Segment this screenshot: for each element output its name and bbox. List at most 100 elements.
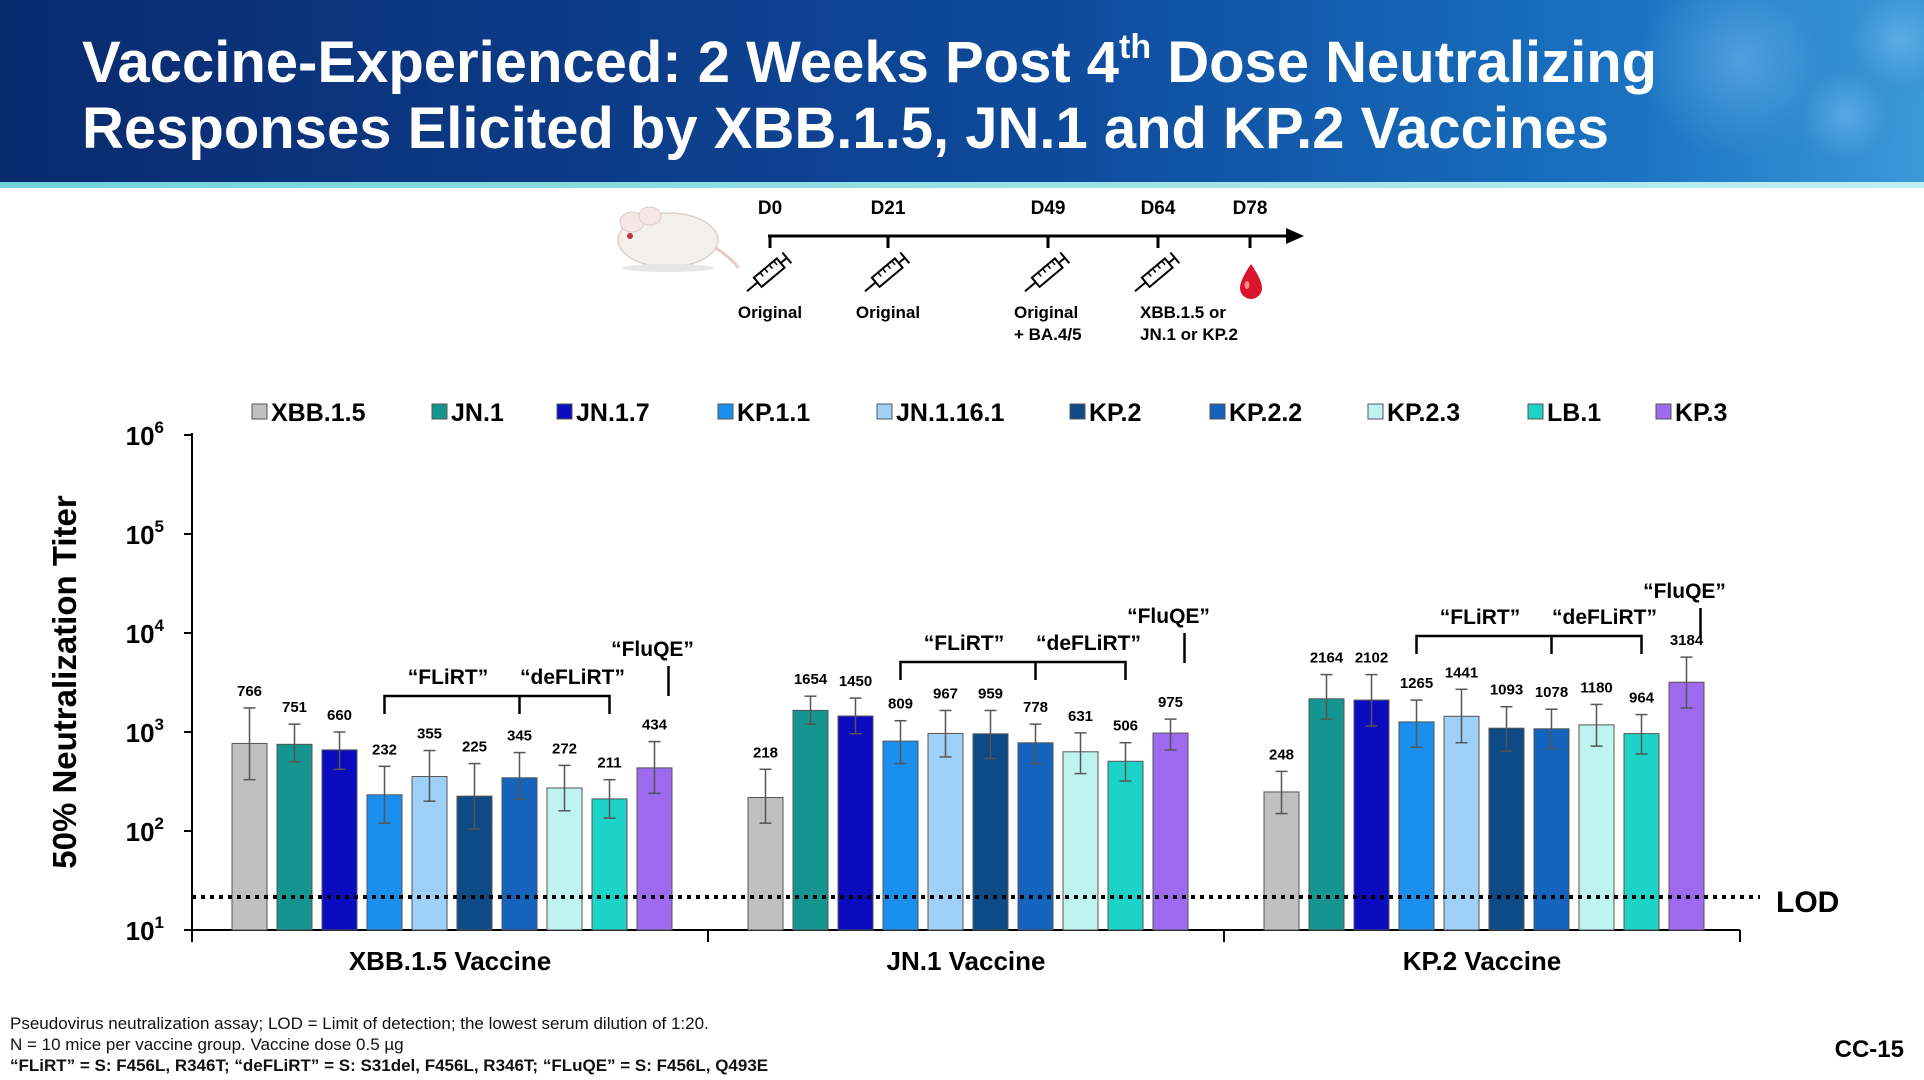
value-label: 809 [888, 696, 913, 713]
fluqe-label: “FluQE” [1643, 580, 1726, 603]
value-label: 2102 [1355, 650, 1388, 667]
legend-label: KP.2.2 [1229, 399, 1302, 427]
value-label: 975 [1158, 694, 1183, 711]
bar-jn-1-16-1 [411, 776, 448, 931]
deflirt-label: “deFLiRT” [1552, 606, 1657, 629]
bar-kp-3 [1152, 732, 1189, 931]
value-label: 211 [597, 755, 621, 772]
flirt-label: “FLiRT” [408, 666, 488, 689]
y-tick-label: 106 [126, 418, 164, 451]
bar-lb-1 [591, 798, 628, 931]
dose-label-line1: Original [1014, 303, 1078, 322]
legend-item: JN.1.7 [556, 399, 650, 427]
timeline-day-label: D21 [871, 198, 906, 219]
value-label: 1441 [1445, 664, 1478, 681]
value-label: 778 [1023, 699, 1048, 716]
fluqe-label: “FluQE” [611, 638, 694, 661]
syringe-icon [746, 251, 793, 293]
bar-lb-1 [1623, 733, 1660, 931]
virus-decoration [1640, 0, 1840, 160]
value-label: 631 [1068, 708, 1093, 725]
flirt-label: “FLiRT” [1440, 606, 1520, 629]
bar-jn-1 [1308, 698, 1345, 931]
legend-swatch [1209, 403, 1226, 420]
mouse-icon [617, 206, 740, 272]
bar-kp-3 [1668, 681, 1705, 931]
bar-kp-2-2 [501, 777, 538, 931]
x-category-label: JN.1 Vaccine [887, 946, 1046, 976]
value-label: 272 [552, 740, 577, 757]
x-category-label: KP.2 Vaccine [1403, 946, 1562, 976]
value-label: 3184 [1670, 632, 1704, 649]
value-label: 2164 [1310, 650, 1344, 667]
footnote-definition-part: “deFLiRT” = S: S31 [234, 1056, 391, 1075]
bar-jn-1-7 [321, 749, 358, 931]
value-label: 434 [642, 717, 668, 734]
legend-item: JN.1.16.1 [876, 399, 1005, 427]
y-tick-label: 103 [126, 715, 164, 748]
bar-lb-1 [1107, 760, 1144, 931]
legend-swatch [717, 403, 734, 420]
syringe-icon [1024, 251, 1071, 293]
deflirt-label: “deFLiRT” [520, 666, 625, 689]
y-tick-label: 102 [126, 814, 164, 847]
neutralization-chart: 50% Neutralization Titer 101 102 103 104 105… [46, 399, 1839, 976]
bar-kp-2-3 [1578, 724, 1615, 931]
x-category-label: XBB.1.5 Vaccine [349, 946, 551, 976]
value-label: 660 [327, 707, 352, 724]
dose-label-line1: XBB.1.5 or [1140, 303, 1226, 322]
legend-item: KP.2.2 [1209, 399, 1302, 427]
timeline-day-label: D64 [1141, 198, 1176, 219]
bar-jn-1 [792, 709, 829, 931]
timeline-day-label: D78 [1233, 198, 1268, 219]
blood-drop-icon [1240, 264, 1262, 299]
legend-item: JN.1 [431, 399, 504, 427]
value-label: 1654 [794, 671, 828, 688]
legend-label: KP.2.3 [1387, 399, 1460, 427]
slide-title: Vaccine-Experienced: 2 Weeks Post 4th Do… [82, 30, 1657, 162]
value-label: 506 [1113, 718, 1138, 735]
value-label: 1450 [839, 673, 872, 690]
timeline-day-label: D0 [758, 198, 782, 219]
value-label: 248 [1269, 746, 1294, 763]
value-label: 964 [1629, 690, 1655, 707]
legend-item: KP.2.3 [1367, 399, 1460, 427]
flirt-label: “FLiRT” [924, 632, 1004, 655]
value-label: 225 [462, 739, 487, 756]
bar-kp-2-3 [1062, 751, 1099, 931]
legend-swatch [251, 403, 268, 420]
legend-label: KP.2 [1089, 399, 1141, 427]
legend-label: XBB.1.5 [271, 399, 366, 427]
y-tick-label: 105 [126, 517, 164, 550]
title-banner: Vaccine-Experienced: 2 Weeks Post 4th Do… [0, 0, 1924, 182]
title-line1-post: Dose Neutralizing [1151, 30, 1658, 95]
y-tick-label: 104 [126, 616, 165, 649]
footnote-definition-part: del [390, 1056, 416, 1075]
flirt-bracket [383, 694, 611, 714]
deflirt-label: “deFLiRT” [1036, 632, 1141, 655]
footnote-n: N = 10 mice per vaccine group. Vaccine d… [10, 1035, 404, 1054]
value-label: 218 [753, 744, 778, 761]
value-label: 959 [978, 685, 1003, 702]
legend-label: KP.1.1 [737, 399, 810, 427]
title-line2: Responses Elicited by XBB.1.5, JN.1 and … [82, 96, 1609, 161]
dose-label-line2: + BA.4/5 [1014, 325, 1082, 344]
bar-kp-1-1 [882, 740, 919, 931]
legend-label: KP.3 [1675, 399, 1727, 427]
bar-jn-1-7 [1353, 699, 1390, 931]
flirt-bracket [899, 660, 1127, 680]
legend-swatch [1367, 403, 1384, 420]
bar-kp-2-2 [1533, 728, 1570, 931]
value-label: 1093 [1490, 682, 1523, 699]
dose-label-line2: JN.1 or KP.2 [1140, 325, 1238, 344]
dose-label-line1: Original [856, 303, 920, 322]
bar-kp-2-3 [546, 787, 583, 931]
legend-swatch [556, 403, 573, 420]
legend-item: KP.1.1 [717, 399, 810, 427]
banner-stripe [0, 182, 1924, 188]
value-label: 751 [282, 699, 307, 716]
footnote-definition-part: , F456L, R346T; “FLuQE” = S: F456L, Q493… [415, 1056, 769, 1075]
legend-swatch [431, 403, 448, 420]
dose-label-line1: Original [738, 303, 802, 322]
bar-jn-1-16-1 [1443, 715, 1480, 931]
